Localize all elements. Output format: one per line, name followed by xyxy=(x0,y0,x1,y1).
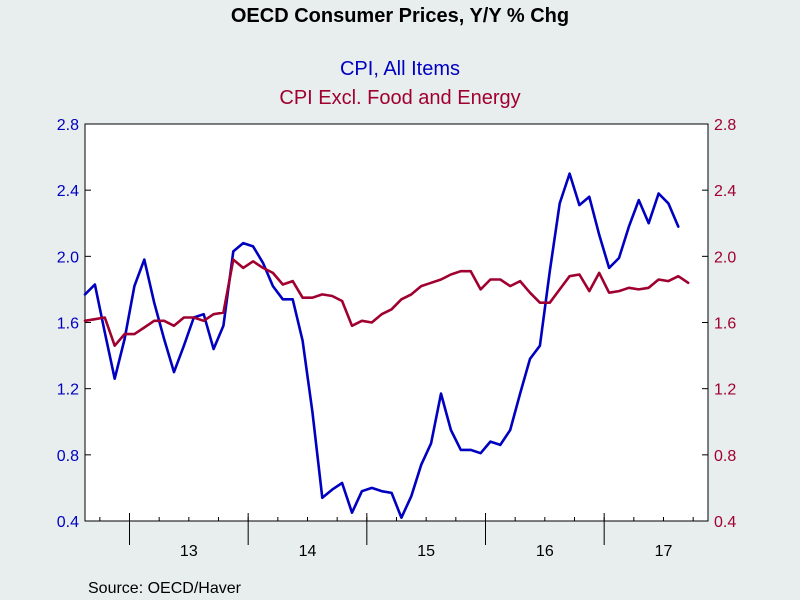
series-line-cpi-core xyxy=(83,258,690,348)
right-y-tick-label: 0.8 xyxy=(714,448,736,465)
series-layer xyxy=(83,172,690,520)
x-tick-label: 15 xyxy=(417,543,435,560)
left-y-tick-label: 1.6 xyxy=(57,316,79,333)
source-note: Source: OECD/Haver xyxy=(88,580,242,597)
legend-entry-cpi-core: CPI Excl. Food and Energy xyxy=(279,87,520,109)
x-tick-label: 14 xyxy=(299,543,317,560)
left-y-tick-label: 2.0 xyxy=(57,249,79,266)
right-y-tick-label: 2.4 xyxy=(714,183,736,200)
left-y-axis: 0.4 0.8 1.2 1.6 2.0 2.4 2.8 xyxy=(57,117,91,531)
left-y-tick-label: 0.8 xyxy=(57,448,79,465)
right-y-tick-label: 2.0 xyxy=(714,249,736,266)
right-y-tick-label: 1.6 xyxy=(714,316,736,333)
x-tick-label: 17 xyxy=(655,543,673,560)
x-tick-label: 13 xyxy=(180,543,198,560)
x-tick-label: 16 xyxy=(536,543,554,560)
left-y-tick-label: 2.8 xyxy=(57,117,79,134)
legend-entry-cpi-all-items: CPI, All Items xyxy=(340,58,460,80)
plot-area xyxy=(84,123,709,522)
series-line-cpi-all-items xyxy=(83,172,680,520)
x-axis: 13 14 15 16 17 xyxy=(99,513,694,560)
left-y-tick-label: 1.2 xyxy=(57,382,79,399)
chart-title: OECD Consumer Prices, Y/Y % Chg xyxy=(231,5,569,27)
right-y-tick-label: 0.4 xyxy=(714,514,736,531)
right-y-tick-label: 2.8 xyxy=(714,117,736,134)
left-y-tick-label: 0.4 xyxy=(57,514,79,531)
right-y-axis: 0.4 0.8 1.2 1.6 2.0 2.4 2.8 xyxy=(702,117,736,531)
right-y-tick-label: 1.2 xyxy=(714,382,736,399)
left-y-tick-label: 2.4 xyxy=(57,183,79,200)
